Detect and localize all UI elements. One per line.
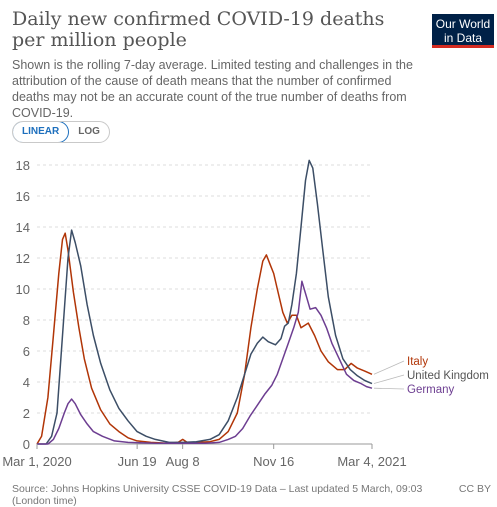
series-label[interactable]: Italy	[407, 356, 428, 368]
x-tick-label: Mar 1, 2020	[2, 454, 71, 469]
series-labels: Italy United Kingdom Germany	[373, 356, 489, 396]
series-lines	[36, 159, 373, 445]
source-note: Source: Johns Hopkins University CSSE CO…	[12, 483, 423, 507]
chart-subtitle: Shown is the rolling 7-day average. Limi…	[12, 58, 413, 120]
logo-line-1: Our World	[435, 17, 491, 31]
x-tick-label: Jun 19	[118, 454, 157, 469]
series-label[interactable]: Germany	[407, 384, 455, 396]
scale-toggle: LINEAR LOG	[12, 121, 110, 143]
x-tick-label: Mar 4, 2021	[337, 454, 406, 469]
label-leader-line	[373, 387, 405, 390]
y-tick-label: 14	[16, 220, 30, 235]
series-line-germany[interactable]	[37, 280, 373, 445]
y-tick-label: 0	[23, 437, 30, 452]
x-tick-label: Nov 16	[253, 454, 294, 469]
line-chart: 0 2 4 6 8 10 12 14 16 18 Italy United Kingdom Germa…	[2, 158, 489, 469]
y-tick-label: 4	[23, 375, 30, 390]
log-scale-button[interactable]: LOG	[78, 126, 100, 137]
logo-accent-bar	[432, 45, 494, 48]
linear-scale-button[interactable]: LINEAR	[12, 122, 70, 142]
license-link[interactable]: CC BY	[458, 483, 491, 495]
y-tick-label: 10	[16, 282, 30, 297]
y-tick-label: 6	[23, 344, 30, 359]
y-tick-label: 16	[16, 189, 30, 204]
series-line-united-kingdom[interactable]	[37, 159, 373, 445]
series-line-italy[interactable]	[36, 232, 373, 445]
series-label[interactable]: United Kingdom	[407, 370, 489, 382]
label-leader-line	[373, 374, 405, 384]
x-tick-label: Aug 8	[166, 454, 200, 469]
grid: 0 2 4 6 8 10 12 14 16 18	[16, 158, 372, 452]
label-leader-line	[373, 360, 405, 375]
y-tick-label: 2	[23, 406, 30, 421]
y-tick-label: 12	[16, 251, 30, 266]
owid-logo[interactable]: Our World in Data	[432, 14, 494, 48]
chart-title: Daily new confirmed COVID-19 deaths per …	[12, 8, 385, 51]
x-axis: Mar 1, 2020 Jun 19 Aug 8 Nov 16 Mar 4, 2021	[2, 444, 407, 469]
y-tick-label: 18	[16, 158, 30, 173]
y-tick-label: 8	[23, 313, 30, 328]
logo-line-2: in Data	[443, 31, 483, 45]
